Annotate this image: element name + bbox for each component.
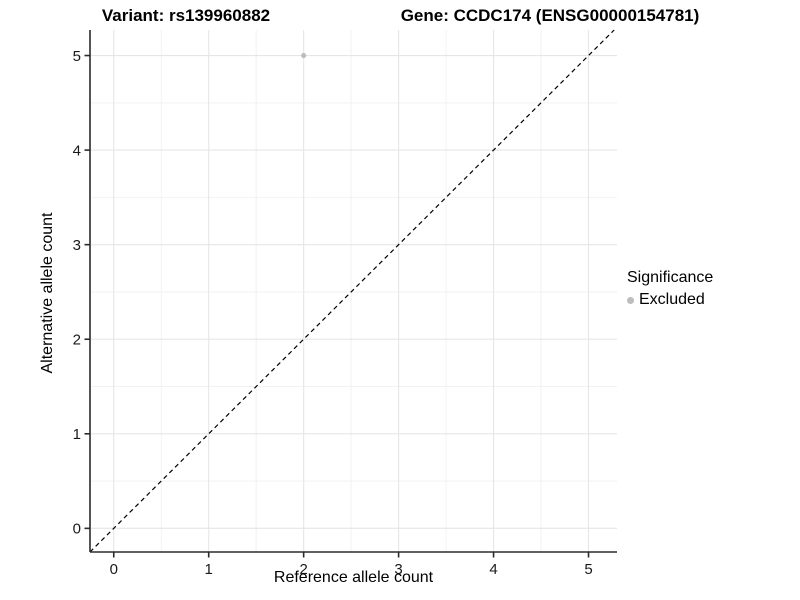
legend-item-excluded: Excluded [627,291,713,309]
legend-point-icon [627,296,634,304]
plot-title-variant: Variant: rs139960882 [101,6,271,25]
y-tick-label: 4 [73,142,81,159]
x-tick-label: 3 [394,561,402,578]
x-tick-label: 5 [584,561,592,578]
identity-dashed-line [89,29,615,553]
x-tick-label: 2 [299,561,307,578]
y-tick-label: 0 [73,521,81,538]
y-tick-label: 5 [73,48,81,65]
legend-title: Significance [627,269,714,286]
y-tick-label: 3 [73,237,81,254]
y-tick-label: 2 [73,332,81,349]
x-axis-title: Reference allele count [273,569,434,586]
x-tick-label: 1 [205,561,213,578]
legend: Significance Excluded [627,269,713,309]
data-point [301,52,307,59]
y-tick-label: 1 [73,426,81,443]
x-tick-label: 0 [110,561,118,578]
plot-title-gene: Gene: CCDC174 (ENSG00000154781) [400,6,700,25]
x-tick-label: 4 [489,561,497,578]
legend-item-label: Excluded [639,291,705,308]
